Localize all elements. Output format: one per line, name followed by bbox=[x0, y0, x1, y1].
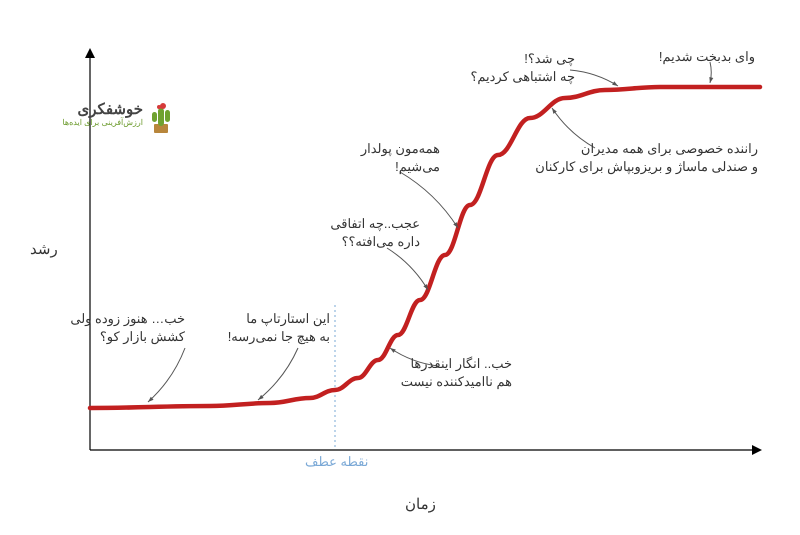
cactus-icon bbox=[147, 100, 175, 134]
chart-svg bbox=[0, 0, 800, 535]
annotation-early: خب… هنوز زوده ولی کشش بازار کو؟ bbox=[70, 310, 185, 346]
growth-s-curve-chart: رشد زمان نقطه عطف خب… هنوز زوده ولی کشش … bbox=[0, 0, 800, 535]
annotation-whatwrong: چی شد؟! چه اشتباهی کردیم؟ bbox=[470, 50, 575, 86]
logo-subtitle: ارزش‌آفرینی برای ایده‌ها bbox=[62, 118, 143, 127]
inflection-point-label: نقطه عطف bbox=[305, 454, 368, 470]
y-axis-label: رشد bbox=[30, 240, 58, 258]
annotation-nowhere: این استارتاپ ما به هیچ جا نمی‌رسه! bbox=[228, 310, 330, 346]
brand-logo: خوشفکری ارزش‌آفرینی برای ایده‌ها bbox=[62, 100, 175, 127]
annotation-doomed: وای بدبخت شدیم! bbox=[659, 48, 755, 66]
annotation-notbad: خب.. انگار اینقدرها هم ناامیدکننده نیست bbox=[401, 355, 512, 391]
x-axis-label: زمان bbox=[405, 495, 436, 513]
annotation-whatsup: عجب..چه اتفاقی داره می‌افته؟؟ bbox=[330, 215, 420, 251]
logo-title: خوشفکری bbox=[62, 100, 143, 118]
annotation-drivers: راننده خصوصی برای همه مدیران و صندلی ماس… bbox=[535, 140, 758, 176]
annotation-rich: همه‌مون پولدار می‌شیم! bbox=[361, 140, 440, 176]
